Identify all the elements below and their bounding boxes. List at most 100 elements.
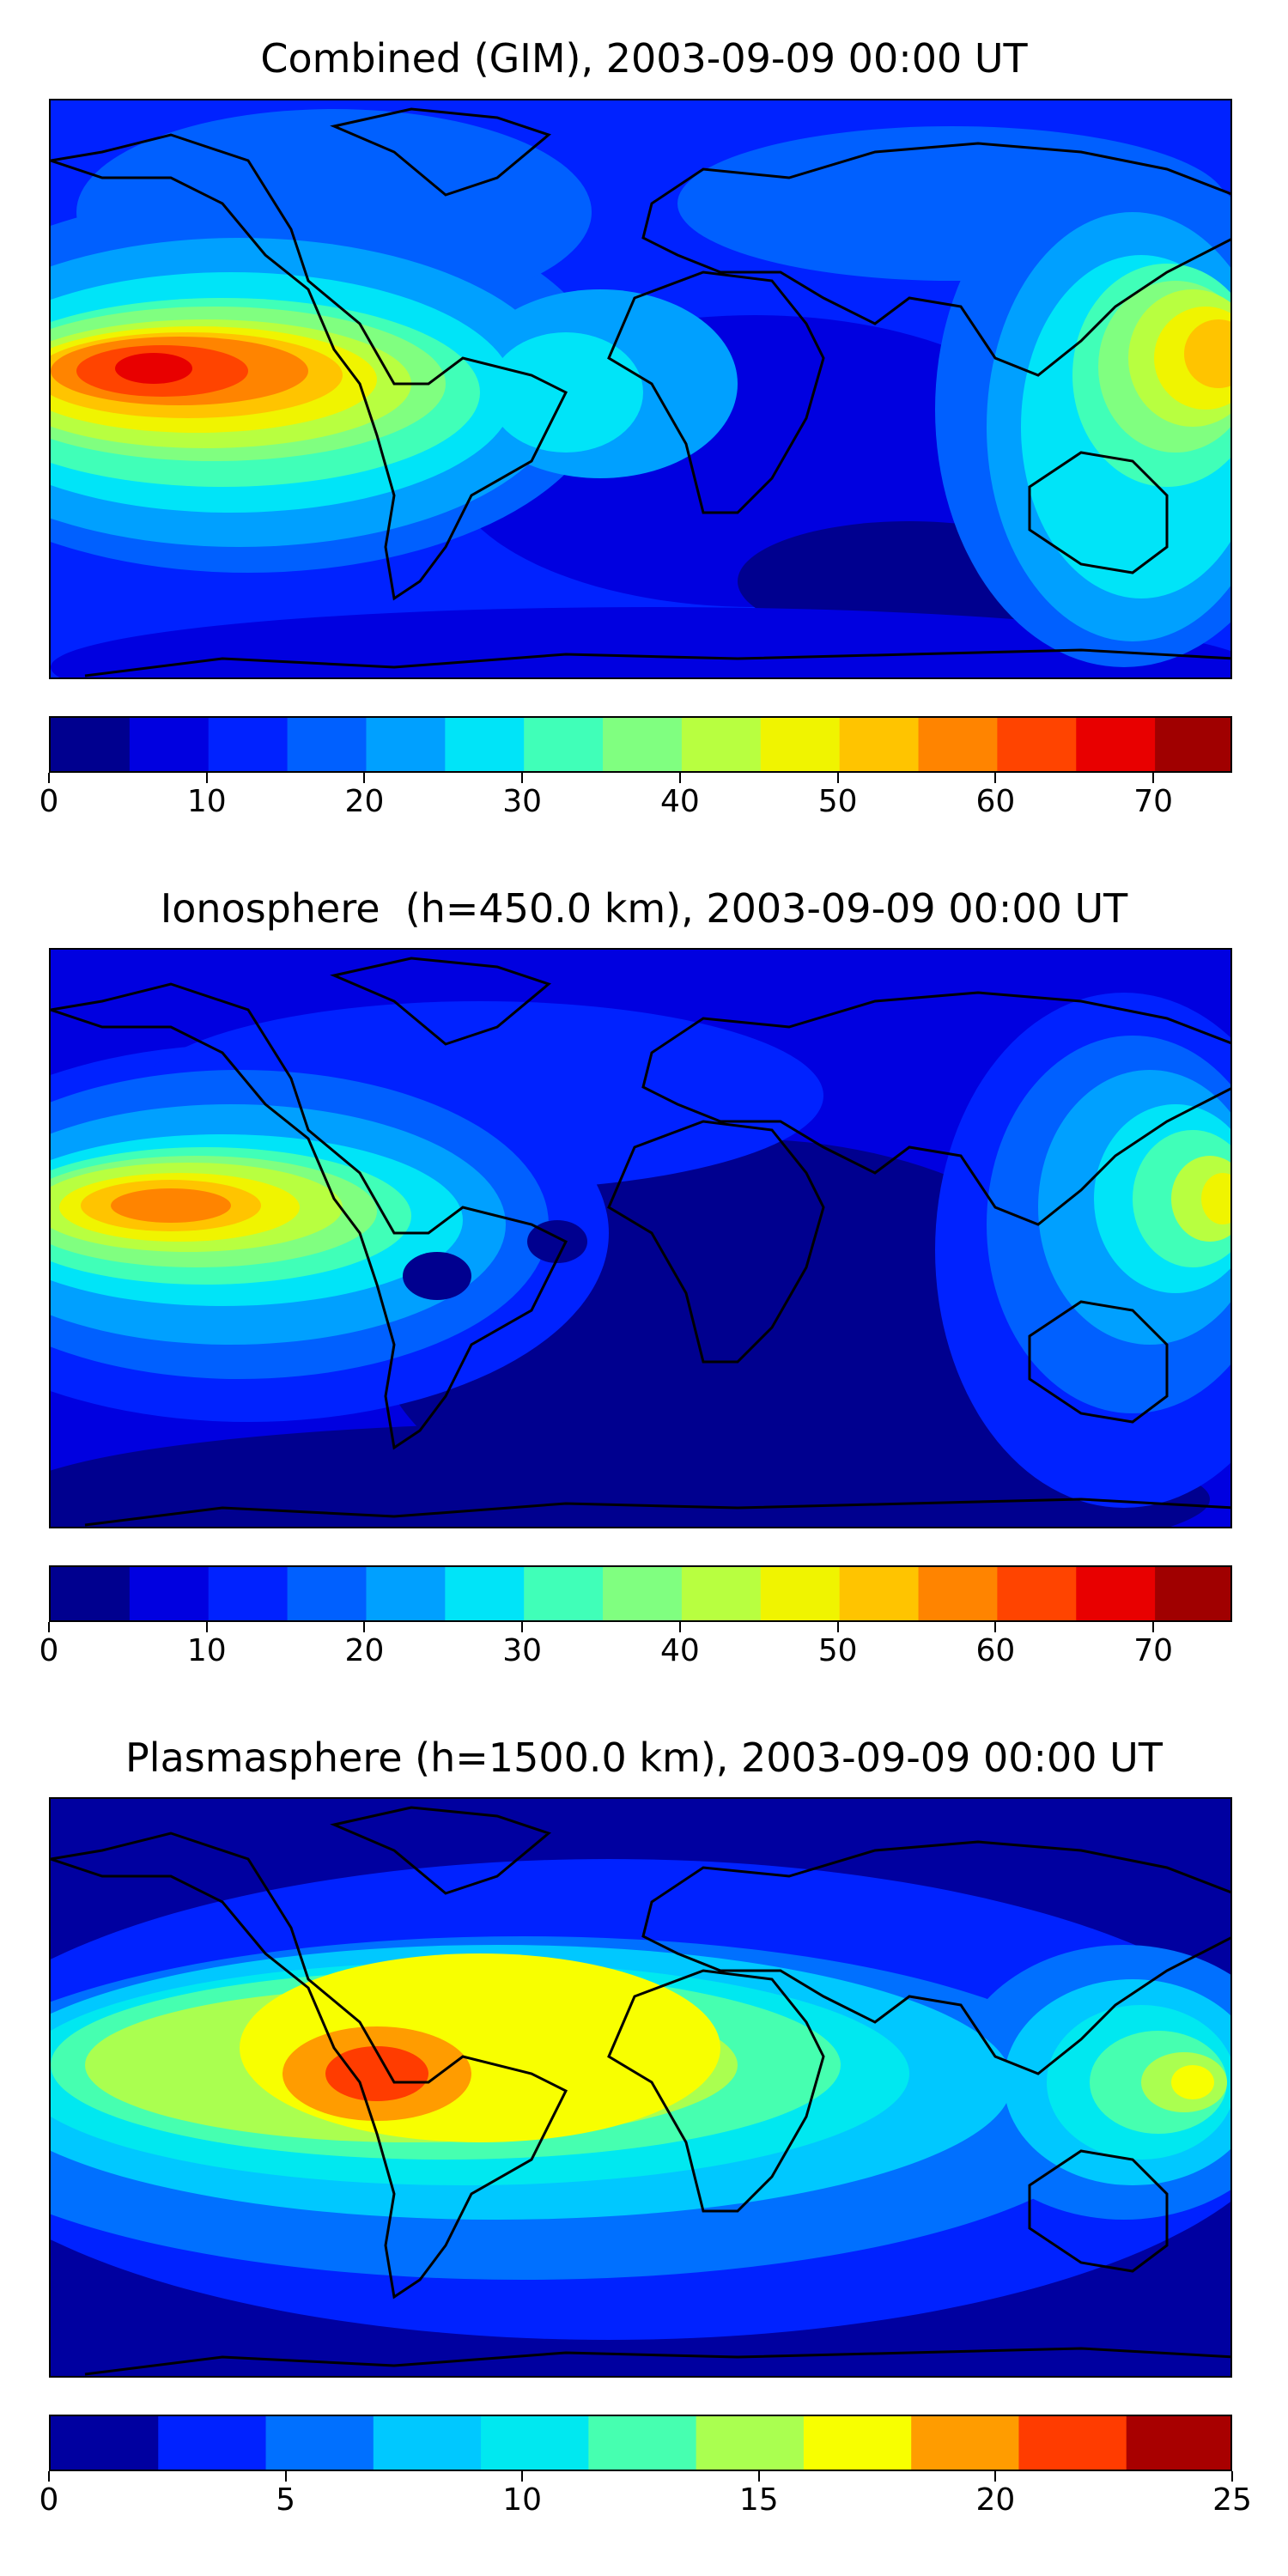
colorbar-tick-label: 50 — [817, 784, 858, 819]
continent-outlines — [51, 107, 1230, 677]
colorbar-swatch — [129, 718, 210, 771]
colorbar-swatch — [803, 2416, 912, 2470]
contour-band — [51, 1422, 1210, 1527]
colorbar-swatch — [51, 718, 131, 771]
colorbar-tick-label: 70 — [1133, 1633, 1174, 1668]
colorbar-tick — [678, 773, 681, 783]
colorbar-tick-label: 10 — [186, 1633, 227, 1668]
colorbar-tick-label: 30 — [502, 784, 543, 819]
colorbar-swatch — [603, 718, 683, 771]
colorbar-ticks-plasmasphere: 0 5 10 15 20 25 — [39, 2471, 1252, 2523]
colorbar-swatch — [911, 2416, 1020, 2470]
continent-outlines — [51, 957, 1230, 1527]
colorbar-tick — [678, 1622, 681, 1632]
colorbar-tick — [521, 2471, 524, 2482]
colorbar-swatch — [997, 1567, 1077, 1620]
colorbar-ticks-ionosphere: 0 10 20 30 40 50 60 70 — [39, 1622, 1232, 1674]
colorbar-tick — [994, 2471, 997, 2482]
colorbar-tick-label: 0 — [39, 784, 59, 819]
continent-outlines — [51, 1806, 1230, 2376]
colorbar-swatch — [373, 2416, 482, 2470]
tec-map-plasmasphere — [49, 1797, 1232, 2378]
colorbar-swatch — [445, 1567, 525, 1620]
colorbar-tick-label: 15 — [738, 2482, 779, 2518]
contour-band — [403, 1252, 471, 1300]
colorbar-tick-label: 0 — [39, 2482, 59, 2518]
colorbar-tick — [1231, 2471, 1233, 2482]
colorbar-swatch — [696, 2416, 805, 2470]
colorbar-tick — [205, 773, 208, 783]
colorbar-tick-label: 10 — [502, 2482, 543, 2518]
colorbar-swatch — [481, 2416, 589, 2470]
colorbar-swatch — [265, 2416, 374, 2470]
colorbar-tick — [994, 773, 997, 783]
colorbar-swatch — [524, 1567, 604, 1620]
colorbar-swatch — [208, 718, 289, 771]
colorbar-tick — [48, 1622, 50, 1632]
colorbar-tick — [757, 2471, 760, 2482]
colorbar-swatch — [760, 718, 841, 771]
colorbar-swatch — [1076, 718, 1156, 771]
colorbar-swatch — [839, 1567, 920, 1620]
colorbar-swatch — [366, 1567, 446, 1620]
colorbar-tick — [48, 2471, 50, 2482]
colorbar-swatch — [51, 1567, 131, 1620]
contour-band — [1171, 2065, 1214, 2099]
colorbar-swatch — [588, 2416, 697, 2470]
colorbar-plasmasphere — [49, 2415, 1232, 2471]
colorbar-swatch — [1155, 1567, 1230, 1620]
colorbar-tick — [363, 773, 366, 783]
colorbar-swatch — [1076, 1567, 1156, 1620]
panel-title-ionosphere: Ionosphere (h=450.0 km), 2003-09-09 00:0… — [160, 885, 1128, 932]
colorbar-swatch — [997, 718, 1077, 771]
colorbar-tick-label: 20 — [344, 784, 385, 819]
contour-band — [325, 2046, 428, 2101]
colorbar-tick — [1152, 773, 1155, 783]
colorbar-tick — [48, 773, 50, 783]
colorbar-tick-label: 70 — [1133, 784, 1174, 819]
colorbar-swatch — [839, 718, 920, 771]
colorbar-tick — [994, 1622, 997, 1632]
colorbar-swatch — [760, 1567, 841, 1620]
colorbar-tick-label: 25 — [1212, 2482, 1252, 2518]
colorbar-tick — [363, 1622, 366, 1632]
colorbar-swatch — [603, 1567, 683, 1620]
colorbar-swatch — [51, 2416, 159, 2470]
panel-title-plasmasphere: Plasmasphere (h=1500.0 km), 2003-09-09 0… — [125, 1735, 1163, 1781]
contour-band — [1201, 1173, 1230, 1224]
colorbar-ticks-combined: 0 10 20 30 40 50 60 70 — [39, 773, 1232, 824]
colorbar-tick — [1152, 1622, 1155, 1632]
colorbar-swatch — [208, 1567, 289, 1620]
colorbar-tick — [284, 2471, 287, 2482]
contour-band — [1184, 319, 1230, 388]
colorbar-tick-label: 40 — [660, 1633, 700, 1668]
colorbar-swatch — [158, 2416, 267, 2470]
colorbar-swatch — [1155, 718, 1230, 771]
contour-band — [115, 353, 192, 384]
colorbar-tick-label: 60 — [975, 784, 1016, 819]
colorbar-tick-label: 20 — [344, 1633, 385, 1668]
contour-band — [51, 607, 1230, 677]
colorbar-combined — [49, 716, 1232, 773]
colorbar-ionosphere — [49, 1565, 1232, 1622]
colorbar-tick-label: 5 — [276, 2482, 296, 2518]
colorbar-swatch — [681, 1567, 762, 1620]
colorbar-swatch — [1126, 2416, 1230, 2470]
colorbar-tick-label: 50 — [817, 1633, 858, 1668]
colorbar-tick — [521, 1622, 524, 1632]
colorbar-tick-label: 20 — [975, 2482, 1016, 2518]
colorbar-tick-label: 30 — [502, 1633, 543, 1668]
colorbar-swatch — [287, 1567, 368, 1620]
colorbar-swatch — [918, 1567, 998, 1620]
colorbar-tick — [205, 1622, 208, 1632]
colorbar-swatch — [129, 1567, 210, 1620]
colorbar-swatch — [918, 718, 998, 771]
colorbar-swatch — [1018, 2416, 1127, 2470]
colorbar-tick-label: 40 — [660, 784, 700, 819]
contour-band — [111, 1188, 231, 1223]
colorbar-tick-label: 0 — [39, 1633, 59, 1668]
colorbar-swatch — [366, 718, 446, 771]
tec-map-ionosphere — [49, 948, 1232, 1528]
colorbar-tick-label: 10 — [186, 784, 227, 819]
colorbar-swatch — [445, 718, 525, 771]
